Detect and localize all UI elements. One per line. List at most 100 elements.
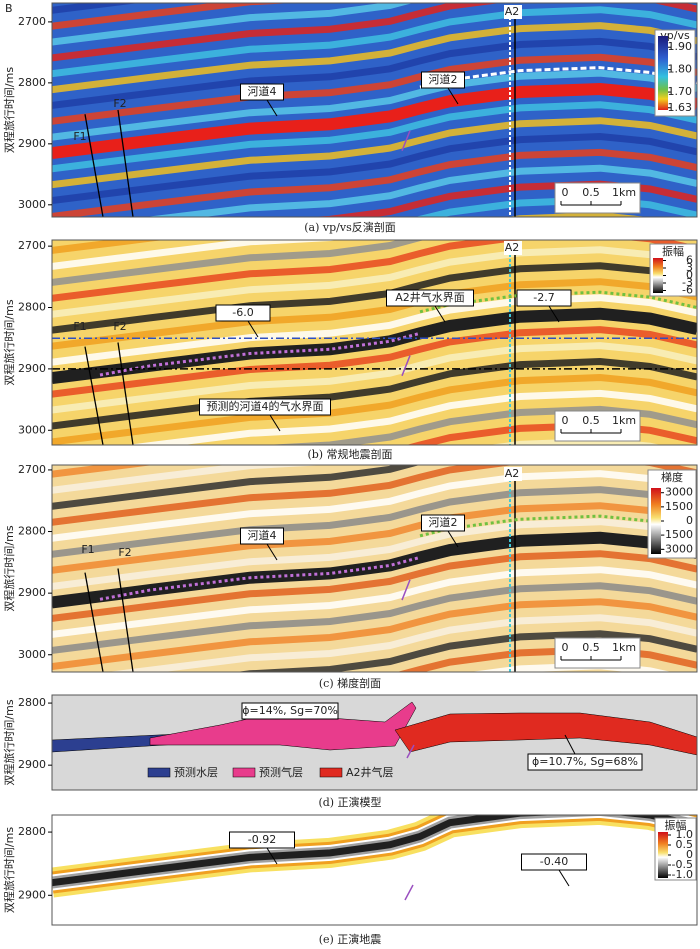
- annotation: A2: [505, 5, 520, 18]
- annotation: -0.40: [540, 855, 568, 868]
- colorbar-tick-label: 1.90: [668, 40, 693, 53]
- colorbar-tick-label: -3: [682, 276, 693, 289]
- colorbar-tick-label: 1.0: [676, 828, 694, 841]
- colorbar-tick-label: 3: [686, 261, 693, 274]
- section-image: [52, 3, 697, 217]
- y-tick-label: 3000: [18, 648, 46, 661]
- label-box: [421, 71, 465, 89]
- leader: [269, 414, 281, 432]
- y-tick-label: 3000: [18, 198, 46, 211]
- y-axis-label: 双程旅行时间/ms: [2, 827, 16, 913]
- reflector: [488, 437, 661, 445]
- leader: [548, 305, 560, 323]
- panel-frame: [51, 814, 698, 926]
- target-layer: [52, 82, 697, 159]
- annotation: 河道2: [429, 72, 458, 86]
- target-layer: [52, 307, 697, 385]
- reflector: [52, 22, 697, 94]
- colorbar: [653, 258, 663, 293]
- colorbar-tick-label: 0.5: [676, 838, 694, 851]
- panel: 0 0.5 1km F1 F2 河道4 河道2 A2 2700 2800 2900 3000 双程旅行时…: [2, 2, 698, 234]
- y-tick-label: 2800: [18, 696, 46, 709]
- colorbar-tick-label: 1.63: [668, 101, 693, 114]
- colorbar-tick-label: 0: [686, 848, 693, 861]
- reflector: [52, 518, 697, 590]
- scale-label: 0.5: [582, 186, 600, 199]
- reflector: [52, 69, 697, 141]
- label-box: [527, 753, 643, 771]
- colorbar-title: 振幅: [665, 818, 687, 832]
- arrow: [401, 579, 411, 601]
- reflector: [52, 486, 697, 558]
- y-tick-label: 2800: [18, 525, 46, 538]
- reflector: [52, 470, 697, 542]
- label-box: [504, 5, 522, 19]
- reflector: [52, 240, 425, 286]
- legend-swatch: [232, 767, 256, 778]
- reflector: [126, 389, 697, 445]
- y-tick-label: 2700: [18, 463, 46, 476]
- label-box: [516, 289, 572, 307]
- reflector: [52, 373, 697, 445]
- annotation: 预测的河道4的气水界面: [207, 399, 324, 413]
- annotation: ϕ=10.7%, Sg=68%: [532, 755, 638, 768]
- reflector: [52, 342, 697, 414]
- reflector: [52, 326, 697, 398]
- colorbar-tick-label: -3000: [661, 542, 693, 555]
- label-box: [240, 83, 284, 101]
- colorbar-tick-label: 0: [686, 514, 693, 527]
- y-tick-label: 2700: [18, 239, 46, 252]
- legend-swatch: [147, 767, 171, 778]
- target-layer: [52, 531, 697, 609]
- leader: [247, 320, 259, 338]
- annotation: A2: [505, 467, 520, 480]
- label-box: [241, 702, 339, 720]
- reflector: [52, 566, 697, 638]
- caption: (e) 正演地震: [319, 932, 382, 946]
- label-box: [215, 304, 271, 322]
- fault: [84, 572, 104, 673]
- annotation: A2: [505, 241, 520, 254]
- panel-frame: [51, 464, 698, 673]
- reflector: [52, 582, 697, 654]
- reflector: [52, 550, 697, 622]
- leader: [447, 530, 459, 548]
- colorbar-tick-label: -1500: [661, 528, 693, 541]
- reflector: [52, 148, 697, 217]
- label-box: [504, 241, 522, 255]
- panel: ϕ=14%, Sg=70% ϕ=10.7%, Sg=68% 预测水层 预测气层 A2井气…: [2, 694, 698, 809]
- colorbar: [658, 36, 668, 110]
- scale-bar: [560, 201, 622, 206]
- reflector: [52, 502, 697, 574]
- reflector: [52, 3, 697, 62]
- wavelet-band: [52, 815, 697, 887]
- panel-frame: [51, 694, 698, 791]
- colorbar-tick-label: 3000: [665, 486, 693, 499]
- arrow: [401, 355, 411, 377]
- y-axis-label: 双程旅行时间/ms: [2, 67, 16, 153]
- legend-swatch: [319, 767, 343, 778]
- panel-frame: [51, 2, 698, 218]
- colorbar-title: 梯度: [661, 470, 683, 484]
- colorbar-title: 振幅: [662, 244, 684, 258]
- caption: (c) 梯度剖面: [319, 676, 381, 690]
- caption: (d) 正演模型: [318, 795, 381, 809]
- y-tick-label: 2900: [18, 888, 46, 901]
- arrow: [401, 130, 411, 152]
- fault: [117, 109, 134, 218]
- label-box: [240, 527, 284, 545]
- reflector: [52, 465, 697, 526]
- colorbar-tick-label: 6: [686, 254, 693, 267]
- reflector: [52, 132, 697, 204]
- scale-box: [554, 182, 641, 214]
- reflector: [52, 465, 327, 494]
- river4-trace: [99, 555, 421, 601]
- label-box: [521, 853, 587, 871]
- reflector: [52, 465, 420, 510]
- label-box: [229, 831, 295, 849]
- fault: [84, 346, 104, 446]
- leader: [266, 543, 278, 561]
- legend-label: 预测水层: [174, 766, 218, 779]
- panel: 0 0.5 1km F1 F2 河道4 河道2 A2 2700 2800 2900 3000 双程旅行时…: [2, 463, 698, 690]
